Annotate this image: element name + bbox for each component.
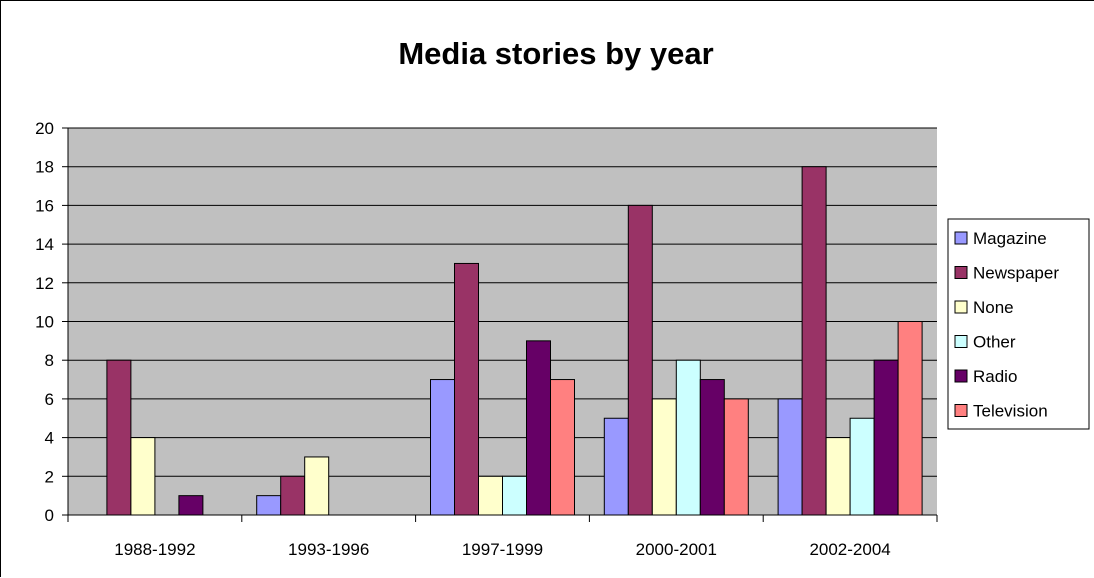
bar-none-3 <box>651 398 677 516</box>
bar-magazine-2 <box>430 379 455 516</box>
x-category-label: 1997-1999 <box>462 540 543 559</box>
y-tick-label: 14 <box>35 235 54 254</box>
y-tick-label: 18 <box>35 158 54 177</box>
y-tick-label: 6 <box>45 390 54 409</box>
bar-newspaper-4 <box>801 166 827 516</box>
x-category-label: 1993-1996 <box>288 540 369 559</box>
chart-title: Media stories by year <box>398 36 713 71</box>
bar-television-4 <box>897 321 923 516</box>
bar-other-3 <box>675 359 701 516</box>
bar-newspaper-0 <box>106 359 132 516</box>
x-category-label: 1988-1992 <box>114 540 195 559</box>
y-tick-label: 4 <box>45 429 54 448</box>
y-tick-label: 8 <box>45 351 54 370</box>
legend-swatch <box>954 231 968 245</box>
y-tick-label: 20 <box>35 119 54 138</box>
bar-none-0 <box>130 437 156 516</box>
legend-label: Other <box>973 333 1016 352</box>
legend: Magazine Newspaper None Other Radio Televisio… <box>947 218 1090 430</box>
y-tick-label: 0 <box>45 506 54 525</box>
y-tick-label: 10 <box>35 313 54 332</box>
bar-television-2 <box>550 379 575 516</box>
bar-television-3 <box>723 398 749 516</box>
x-category-label: 2002-2004 <box>809 540 890 559</box>
legend-label: Television <box>973 402 1048 421</box>
bar-radio-3 <box>699 379 725 516</box>
legend-swatch <box>954 369 968 383</box>
bar-other-4 <box>849 417 875 516</box>
bar-radio-4 <box>873 359 899 516</box>
legend-label: Magazine <box>973 229 1047 248</box>
bar-newspaper-3 <box>627 204 653 516</box>
bar-other-2 <box>502 475 527 516</box>
bar-none-1 <box>304 456 330 516</box>
legend-label: Newspaper <box>973 264 1059 283</box>
bar-newspaper-1 <box>280 475 306 516</box>
legend-box <box>947 218 1090 430</box>
y-tick-label: 2 <box>45 467 54 486</box>
bar-magazine-4 <box>777 398 803 516</box>
legend-swatch <box>954 335 968 348</box>
plot-area: 0 2 4 6 8 10 12 14 16 18 20 1988-1992 1993-1996 1997-… <box>35 119 938 559</box>
bar-none-2 <box>478 475 503 516</box>
bar-radio-0 <box>178 495 204 516</box>
y-tick-label: 12 <box>35 274 54 293</box>
legend-swatch <box>954 266 968 279</box>
legend-swatch <box>954 300 968 314</box>
bar-newspaper-2 <box>454 262 479 516</box>
legend-swatch <box>954 404 968 417</box>
bar-magazine-3 <box>603 417 629 516</box>
x-category-label: 2000-2001 <box>636 540 717 559</box>
bar-magazine-1 <box>256 495 282 516</box>
legend-label: None <box>973 298 1014 317</box>
bar-radio-2 <box>526 340 551 516</box>
bar-none-4 <box>825 437 851 516</box>
y-tick-label: 16 <box>35 196 54 215</box>
legend-label: Radio <box>973 367 1017 386</box>
